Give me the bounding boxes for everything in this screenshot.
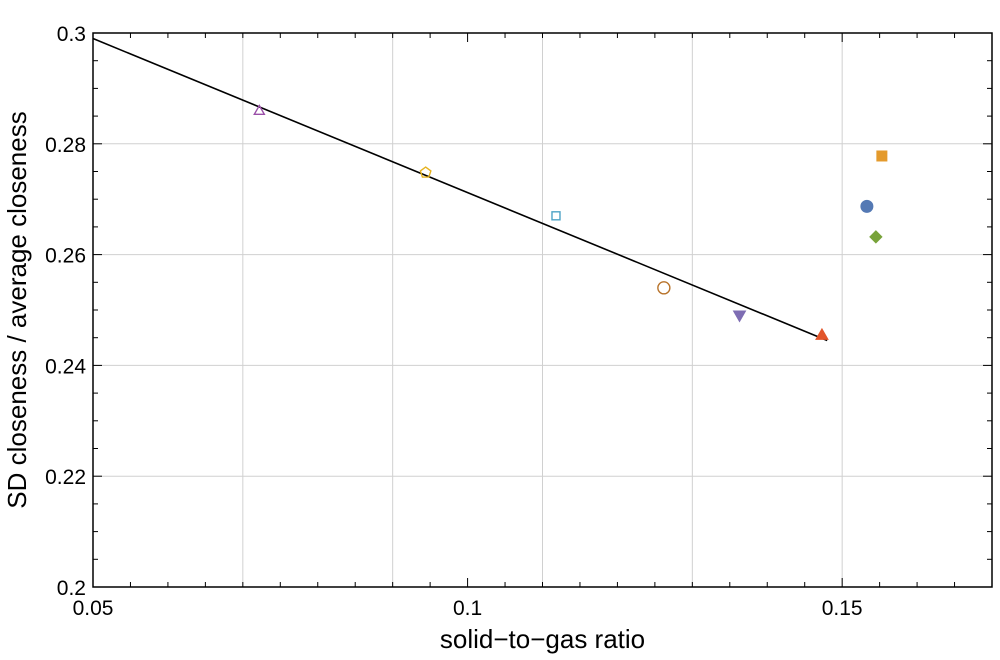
y-tick-label: 0.28	[45, 134, 86, 157]
data-point-pentagon	[419, 166, 432, 178]
data-point-triangle-up	[815, 327, 829, 340]
y-tick-label: 0.3	[57, 23, 86, 46]
data-point-circle	[657, 281, 671, 295]
axis-ticks	[92, 32, 993, 588]
grid	[93, 33, 992, 587]
data-points	[253, 104, 888, 340]
fit-line-layer	[92, 37, 828, 342]
y-tick-label: 0.24	[45, 355, 86, 378]
data-point-diamond	[869, 230, 883, 244]
data-point-square	[876, 150, 888, 162]
x-tick-label: 0.05	[73, 597, 114, 620]
y-tick-label: 0.22	[45, 466, 86, 489]
y-tick-label: 0.2	[57, 577, 86, 600]
y-axis-title: SD closeness / average closeness	[2, 111, 32, 508]
data-point-circle	[860, 199, 874, 213]
fit-line	[92, 37, 828, 342]
data-point-square	[551, 211, 561, 221]
y-tick-label: 0.26	[45, 245, 86, 268]
x-tick-label: 0.15	[822, 597, 863, 620]
data-point-triangle-up	[253, 104, 266, 116]
tick-labels: 0.05 0.1 0.15 0.2 0.22 0.24 0.26 0.28 0.3	[45, 23, 862, 620]
x-axis-title: solid−to−gas ratio	[440, 624, 645, 654]
x-tick-label: 0.1	[453, 597, 482, 620]
data-point-triangle-down	[732, 310, 747, 323]
